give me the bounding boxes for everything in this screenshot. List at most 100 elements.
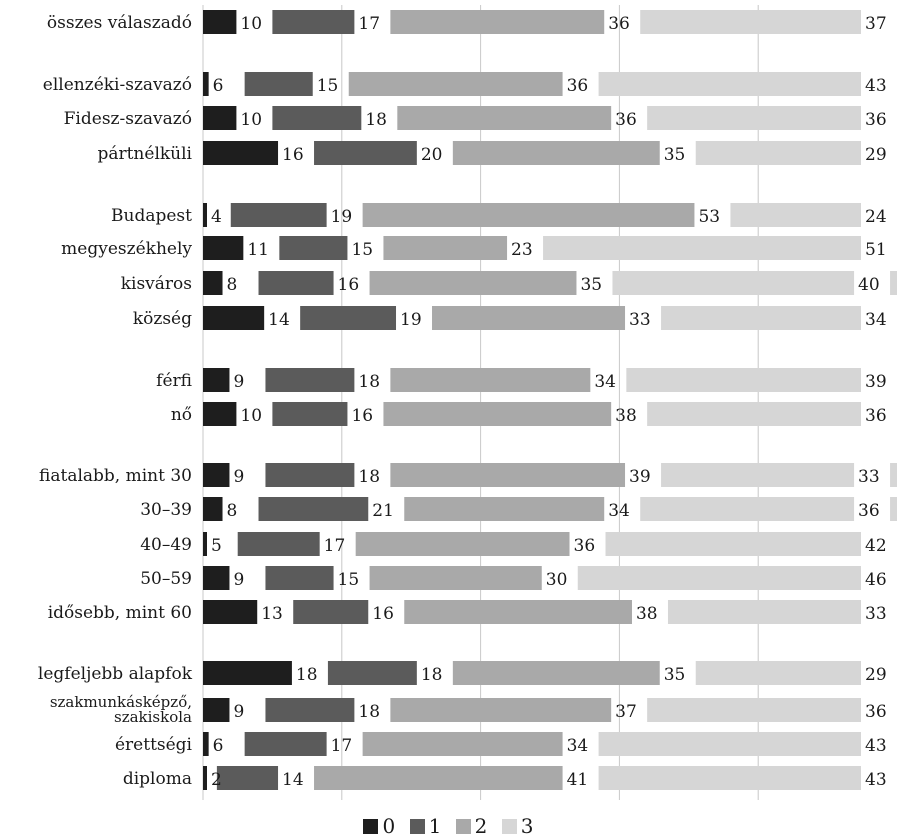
value-label: 34 — [865, 310, 887, 330]
bar-segment-1 — [272, 402, 348, 426]
value-label: 39 — [865, 372, 887, 392]
bar-segment-3 — [598, 766, 861, 790]
legend-label-1: 1 — [428, 814, 442, 838]
bar-segment-3 — [640, 10, 861, 34]
bar-segment-2 — [390, 368, 591, 392]
bar-segment-3 — [695, 661, 861, 685]
bar-segment-3 — [661, 463, 855, 487]
bars — [203, 10, 897, 790]
row-label: Budapest — [111, 206, 192, 226]
bar-segment-3 — [661, 306, 861, 330]
value-label: 33 — [629, 310, 651, 330]
bar-segment-0 — [203, 766, 207, 790]
bar-segment-2 — [314, 766, 563, 790]
bar-segment-2 — [348, 72, 563, 96]
value-label: 36 — [865, 702, 887, 722]
bar-segment-0 — [203, 402, 237, 426]
bar-segment-1 — [265, 463, 355, 487]
value-label: 38 — [636, 604, 658, 624]
value-label: 9 — [233, 570, 244, 590]
bar-segment-2 — [383, 236, 508, 260]
value-label: 11 — [247, 240, 269, 260]
value-label: 9 — [233, 372, 244, 392]
bar-segment-2 — [362, 732, 563, 756]
bar-segment-tail — [890, 271, 897, 295]
bar-segment-tail — [890, 463, 897, 487]
bar-segment-1 — [265, 698, 355, 722]
value-label: 37 — [615, 702, 637, 722]
bar-segment-0 — [203, 698, 230, 722]
value-label: 15 — [351, 240, 373, 260]
bar-segment-1 — [314, 141, 417, 165]
value-label: 10 — [240, 14, 262, 34]
bar-segment-2 — [383, 402, 612, 426]
value-label: 34 — [608, 501, 630, 521]
legend-item-0: 0 — [363, 816, 395, 836]
value-label: 15 — [338, 570, 360, 590]
value-label: 17 — [324, 536, 346, 556]
legend: 0 1 2 3 — [0, 816, 897, 836]
bar-segment-3 — [577, 566, 861, 590]
legend-item-3: 3 — [501, 816, 534, 836]
value-label: 20 — [421, 145, 443, 165]
bar-segment-0 — [203, 661, 292, 685]
value-label: 19 — [400, 310, 422, 330]
value-label: 46 — [865, 570, 887, 590]
value-label: 51 — [865, 240, 887, 260]
row-label: nő — [171, 405, 192, 425]
value-label: 18 — [358, 702, 380, 722]
legend-swatch-0 — [363, 819, 379, 834]
legend-item-1: 1 — [409, 814, 442, 838]
row-label: kisváros — [121, 274, 192, 294]
bar-segment-3 — [598, 72, 861, 96]
bar-segment-2 — [369, 566, 542, 590]
value-label: 6 — [213, 76, 224, 96]
value-label: 16 — [372, 604, 394, 624]
bar-segment-1 — [258, 271, 334, 295]
value-label: 18 — [421, 665, 443, 685]
legend-swatch-2 — [455, 819, 471, 834]
value-label: 35 — [580, 275, 602, 295]
bar-segment-0 — [203, 106, 237, 130]
bar-segment-2 — [369, 271, 577, 295]
bar-segment-1 — [230, 203, 327, 227]
row-label: legfeljebb alapfok — [38, 664, 193, 684]
bar-segment-3 — [640, 497, 855, 521]
value-label: 33 — [858, 467, 880, 487]
bar-segment-0 — [203, 532, 207, 556]
bar-segment-0 — [203, 497, 223, 521]
value-label: 43 — [865, 770, 887, 790]
bar-segment-2 — [404, 497, 605, 521]
value-label: 15 — [317, 76, 339, 96]
bar-segment-0 — [203, 306, 265, 330]
value-label: 18 — [358, 467, 380, 487]
value-label: 2 — [211, 770, 222, 790]
bar-segment-1 — [279, 236, 348, 260]
value-label: 16 — [338, 275, 360, 295]
value-label: 18 — [365, 110, 387, 130]
row-label: 40–49 — [140, 535, 192, 555]
bar-segment-0 — [203, 368, 230, 392]
value-label: 14 — [268, 310, 290, 330]
value-label: 10 — [240, 110, 262, 130]
value-label: 34 — [594, 372, 616, 392]
bar-segment-3 — [612, 271, 855, 295]
bar-segment-1 — [327, 661, 417, 685]
row-label: 30–39 — [140, 500, 192, 520]
value-label: 16 — [282, 145, 304, 165]
bar-segment-0 — [203, 203, 207, 227]
value-label: 35 — [664, 665, 686, 685]
value-label: 18 — [296, 665, 318, 685]
value-label: 18 — [358, 372, 380, 392]
value-label: 42 — [865, 536, 887, 556]
value-label: 53 — [698, 207, 720, 227]
bar-segment-2 — [355, 532, 570, 556]
value-label: 4 — [211, 207, 222, 227]
legend-item-2: 2 — [455, 816, 487, 836]
row-label: Fidesz-szavazó — [64, 109, 192, 129]
value-label: 29 — [865, 665, 887, 685]
value-label: 39 — [629, 467, 651, 487]
bar-segment-3 — [598, 732, 861, 756]
